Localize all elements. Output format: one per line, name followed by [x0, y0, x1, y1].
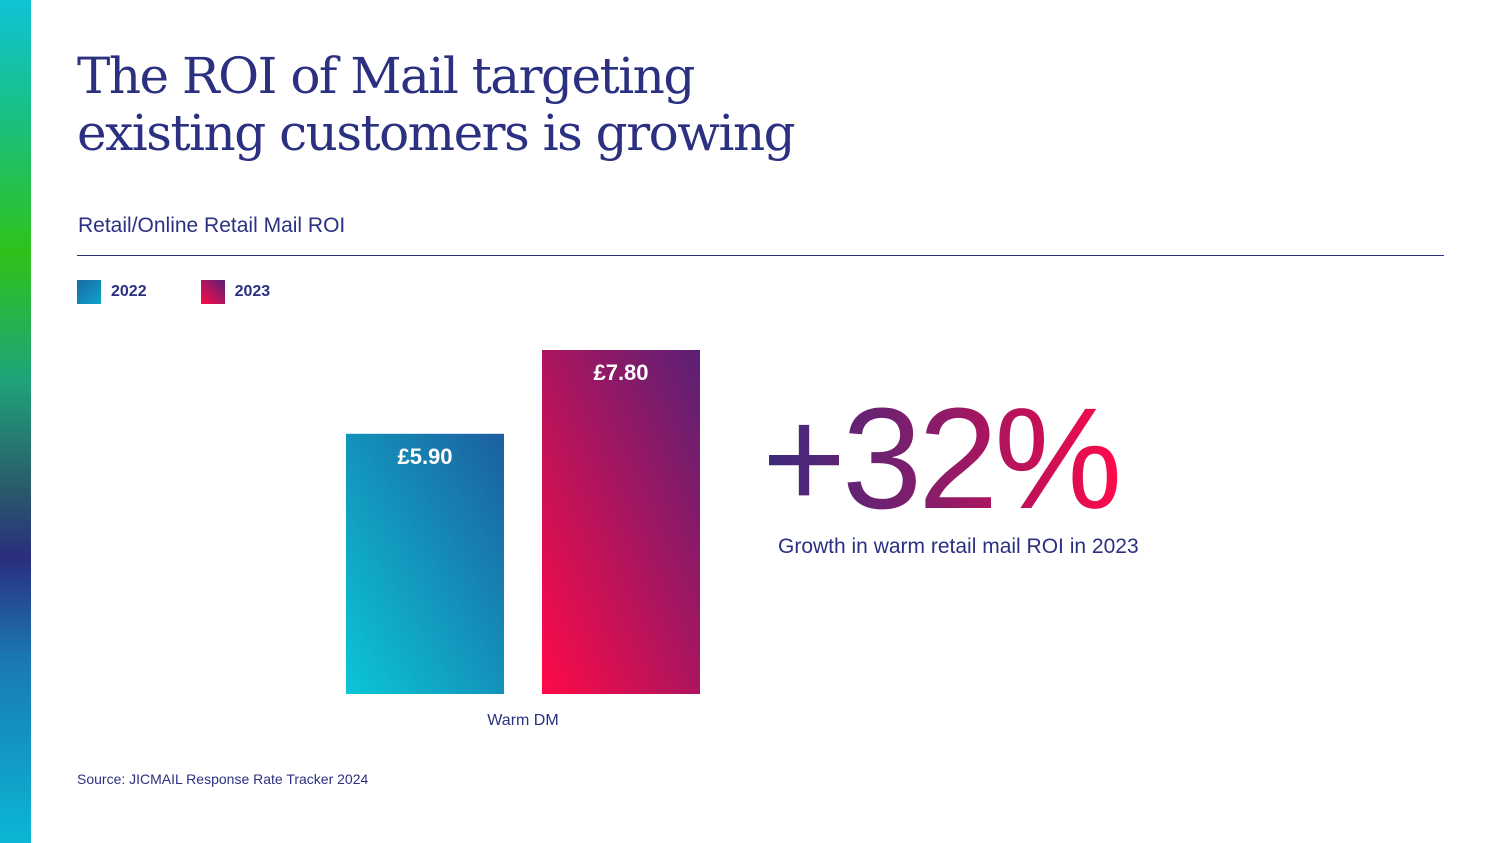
legend-label-2022: 2022 — [111, 283, 147, 300]
legend-swatch-2023 — [200, 280, 225, 304]
bar-label-2023: £7.80 — [593, 360, 648, 385]
title-line-1: The ROI of Mail targeting — [77, 47, 695, 105]
category-label: Warm DM — [487, 712, 558, 729]
chart-subtitle: Retail/Online Retail Mail ROI — [78, 214, 346, 237]
bar-2022 — [346, 433, 504, 694]
legend-label-2023: 2023 — [234, 283, 271, 300]
source-note: Source: JICMAIL Response Rate Tracker 20… — [77, 771, 369, 787]
growth-caption: Growth in warm retail mail ROI in 2023 — [778, 535, 1139, 558]
legend-swatch-2022 — [77, 280, 101, 304]
legend-item-2023: 2023 — [200, 280, 271, 304]
title-line-2: existing customers is growing — [77, 104, 796, 162]
page-title: The ROI of Mail targeting existing custo… — [77, 47, 796, 162]
growth-stat: +32% — [762, 378, 1122, 539]
chart-legend: 2022 2023 — [77, 280, 270, 304]
legend-item-2022: 2022 — [77, 280, 147, 304]
bar-2023 — [542, 350, 700, 694]
side-gradient-bar — [0, 0, 31, 843]
divider — [77, 255, 1444, 256]
bar-label-2022: £5.90 — [397, 444, 452, 469]
